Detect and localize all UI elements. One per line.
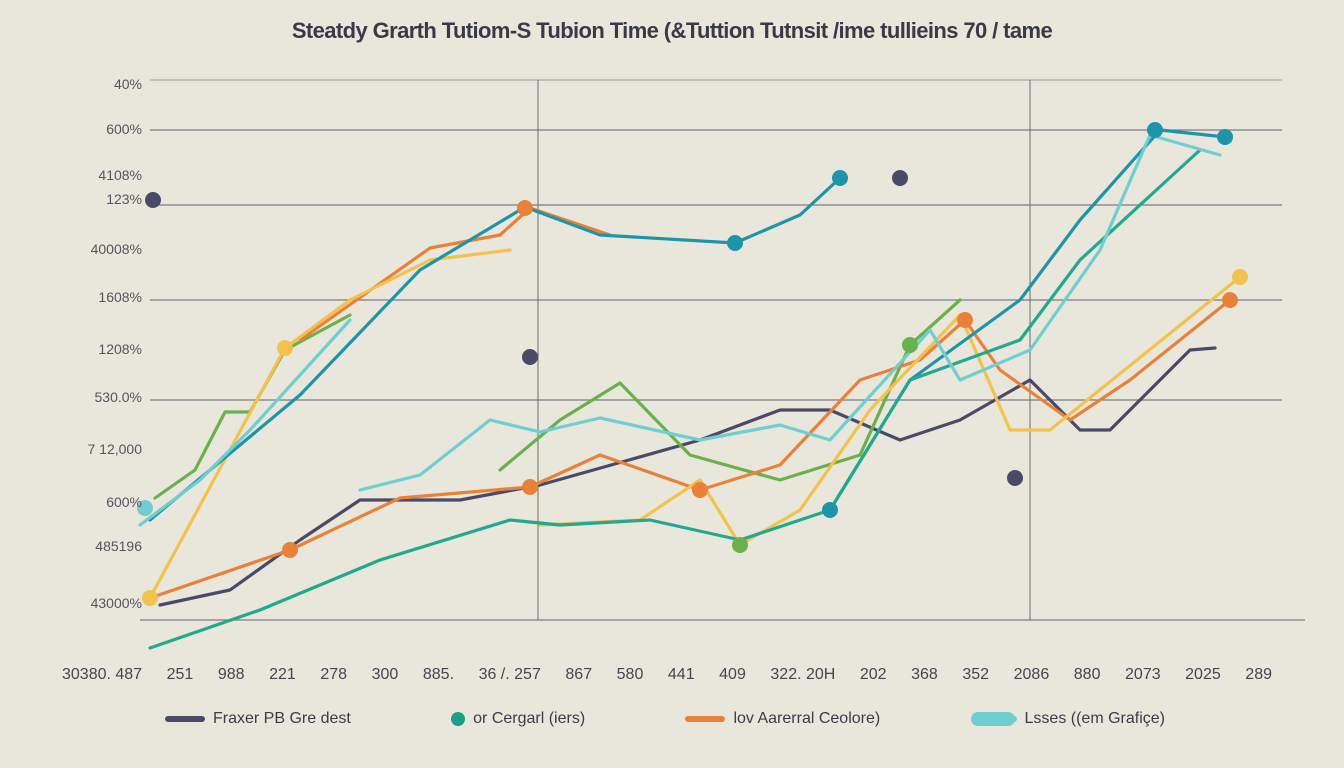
data-point (522, 349, 538, 365)
series-line-light-cyan (138, 318, 352, 527)
y-tick-label: 4108% (98, 167, 142, 183)
legend-label: Fraxer PB Gre dest (213, 710, 351, 727)
x-tick-label: 2025 (1185, 666, 1221, 683)
legend-item: Lsses ((em Grafiçe) (980, 710, 1165, 728)
x-tick-label: 580 (616, 666, 644, 683)
series-line-green (153, 313, 352, 500)
x-tick-label: 36 /. 257 (478, 666, 541, 683)
data-point (692, 482, 708, 498)
x-tick-label: 251 (166, 666, 194, 683)
y-tick-label: 600% (106, 494, 142, 510)
series-line-yellow (538, 275, 1242, 547)
data-point (142, 590, 158, 606)
x-tick-label: 988 (217, 666, 245, 683)
legend-label: Lsses ((em Grafiçe) (1024, 710, 1165, 727)
series-line-orange (148, 298, 1232, 600)
y-tick-label: 485196 (95, 538, 142, 554)
x-axis: 30380. 487 251 988 221 278 300 885. 36 /. 257 86… (62, 666, 1272, 684)
data-point (1147, 122, 1163, 138)
series-line-teal-green (148, 148, 1202, 650)
data-point (957, 312, 973, 328)
legend: Fraxer PB Gre dest or Cergarl (iers) lov A… (165, 710, 1165, 728)
x-tick-label: 409 (719, 666, 746, 683)
data-point (282, 542, 298, 558)
data-point (727, 235, 743, 251)
x-tick-label: 2086 (1013, 666, 1050, 683)
data-point (517, 200, 533, 216)
y-tick-label: 1208% (98, 341, 142, 357)
y-tick-label: 7 12,000 (87, 441, 143, 457)
x-tick-label: 30380. 487 (62, 666, 143, 683)
x-tick-label: 441 (667, 666, 695, 683)
data-point (902, 337, 918, 353)
data-point (822, 502, 838, 518)
x-tick-label: 368 (911, 666, 938, 683)
legend-item: or Cergarl (iers) (451, 710, 585, 728)
data-point (137, 500, 153, 516)
data-point (1217, 129, 1233, 145)
legend-swatch (451, 712, 466, 726)
data-point (892, 170, 908, 186)
data-point (1232, 269, 1248, 285)
series-line-orange (298, 206, 612, 342)
x-tick-label: 221 (269, 666, 296, 683)
legend-swatch (685, 716, 726, 722)
y-tick-label: 123% (106, 191, 142, 207)
legend-swatch (980, 716, 1017, 722)
x-tick-label: 289 (1245, 666, 1272, 683)
series-line-dark-teal (828, 128, 1227, 512)
y-tick-label: 1608% (98, 289, 142, 305)
y-tick-label: 530.0% (94, 389, 142, 405)
data-point (832, 170, 848, 186)
x-tick-label: 352 (962, 666, 990, 683)
y-tick-label: 40008% (90, 241, 142, 257)
data-point (1007, 470, 1023, 486)
x-tick-label: 885. (422, 666, 455, 683)
x-tick-label: 300 (371, 666, 399, 683)
x-tick-label: 867 (565, 666, 593, 683)
data-point (732, 537, 748, 553)
y-tick-label: 600% (106, 121, 142, 137)
legend-item: lov Aarerral Ceolore) (685, 710, 880, 728)
data-point (145, 192, 161, 208)
series-line-light-cyan (358, 133, 1222, 492)
data-point (1222, 292, 1238, 308)
series-line-yellow (148, 248, 512, 600)
legend-swatch (165, 716, 205, 722)
series-line-navy (158, 346, 1217, 607)
legend-label: lov Aarerral Ceolore) (733, 710, 881, 727)
x-tick-label: 202 (859, 666, 887, 683)
x-tick-label: 322. 20H (770, 666, 836, 683)
y-tick-label: 40% (113, 76, 142, 92)
legend-item: Fraxer PB Gre dest (165, 710, 351, 728)
x-tick-label: 880 (1073, 666, 1101, 683)
data-point (522, 479, 538, 495)
series-line-dark-teal (148, 176, 842, 522)
data-point (277, 340, 293, 356)
x-tick-label: 278 (320, 666, 348, 683)
legend-label: or Cergarl (iers) (473, 710, 586, 727)
x-tick-label: 2073 (1125, 666, 1161, 683)
chart-title: Steatdy Grarth Tutiom-S Tubion Time (&Tu… (291, 18, 1053, 43)
y-tick-label: 43000% (90, 595, 142, 611)
